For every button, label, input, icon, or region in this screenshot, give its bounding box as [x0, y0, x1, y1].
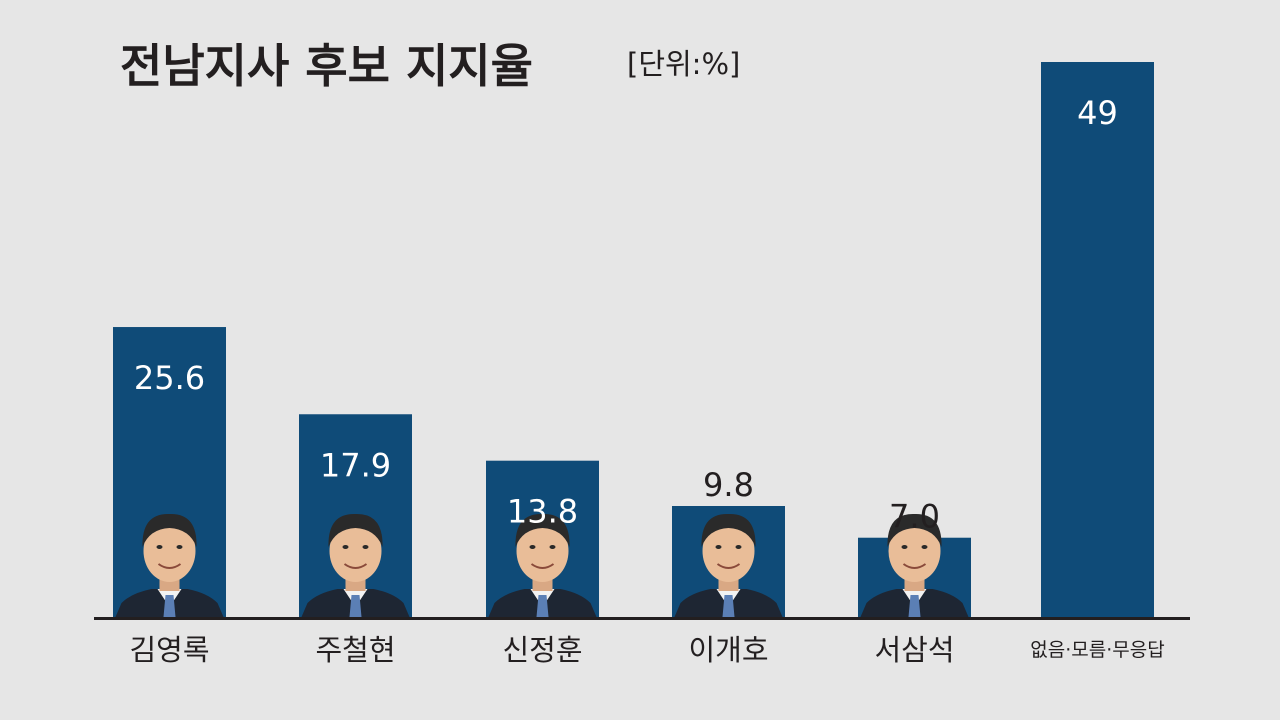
category-labels-group: 김영록 주철현 신정훈 이개호 서삼석 없음·모름·무응답 [129, 633, 1164, 667]
candidate-photo-5 [860, 513, 969, 617]
unit-label: [단위:%] [627, 47, 740, 81]
value-label-2: 17.9 [320, 446, 391, 484]
category-label-1: 김영록 [129, 633, 209, 667]
category-label-2: 주철현 [315, 633, 395, 667]
category-label-3: 신정훈 [502, 633, 582, 667]
value-label-5: 7.0 [889, 498, 940, 536]
category-label-5: 서삼석 [874, 633, 954, 667]
category-label-4: 이개호 [688, 633, 768, 667]
photos-group [115, 513, 969, 617]
category-label-6: 없음·모름·무응답 [1030, 639, 1164, 661]
value-label-1: 25.6 [134, 359, 205, 397]
candidate-photo-2 [301, 513, 410, 617]
bars-group [113, 62, 1154, 617]
candidate-photo-1 [115, 513, 224, 617]
value-labels-group: 25.6 17.9 13.8 9.8 7.0 49 [134, 94, 1118, 536]
value-label-3: 13.8 [507, 493, 578, 531]
value-label-4: 9.8 [703, 466, 754, 504]
candidate-photo-4 [674, 513, 783, 617]
candidate-photo-3 [488, 513, 597, 617]
value-label-6: 49 [1077, 94, 1118, 132]
chart-title: 전남지사 후보 지지율 [120, 39, 533, 93]
bar-6 [1041, 62, 1154, 617]
